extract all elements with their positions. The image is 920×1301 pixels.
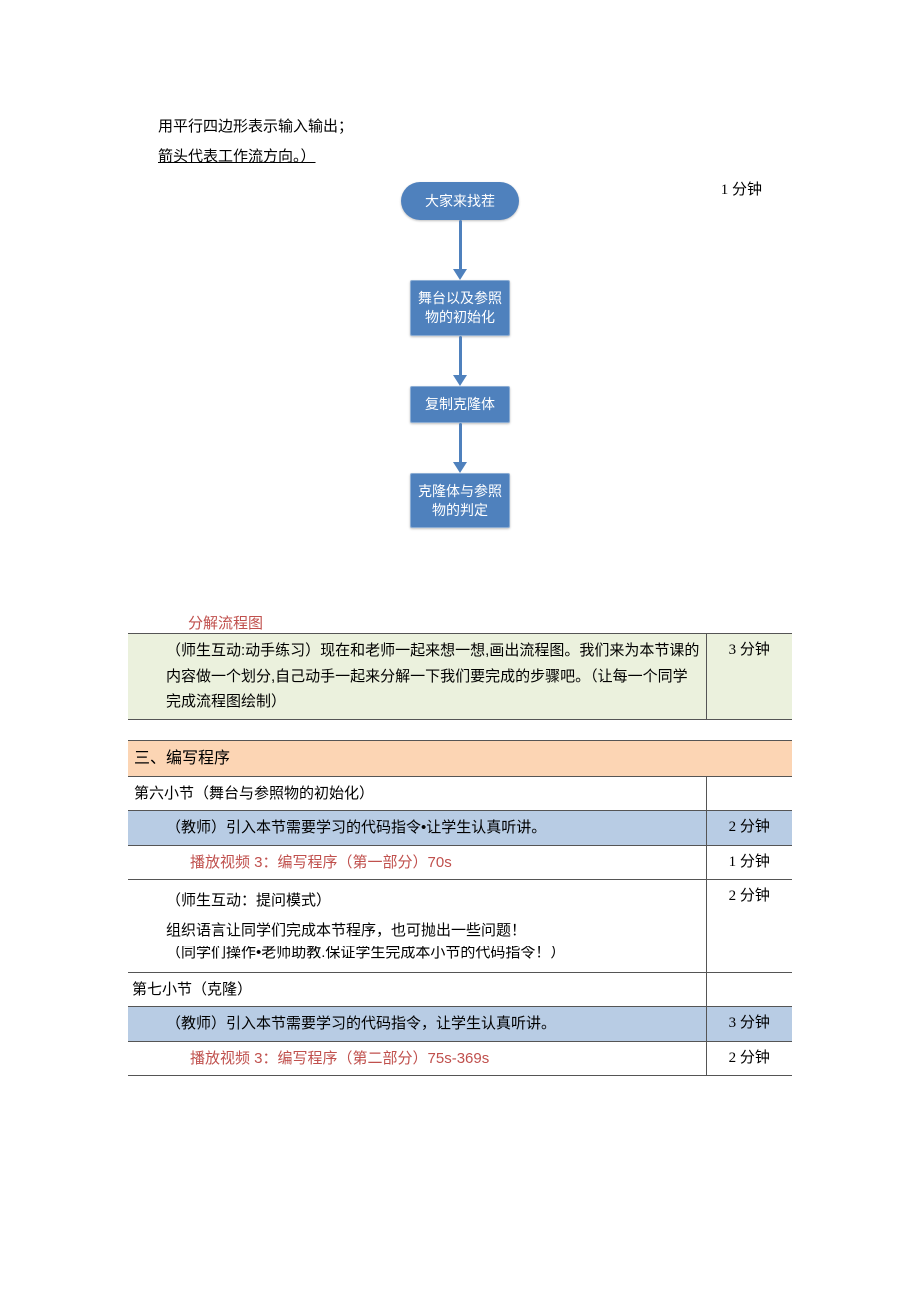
flow-node-1: 大家来找茬 [401, 182, 519, 220]
green-row-text: （师生互动:动手练习）现在和老师一起来想一想,画出流程图。我们来为本节课的内容做… [128, 634, 706, 720]
green-table: （师生互动:动手练习）现在和老师一起来想一想,画出流程图。我们来为本节课的内容做… [128, 633, 792, 720]
s3-row-2-left: （师生互动：提问模式） 组织语言让同学们完成本节程序，也可抛出一些问题！ [128, 880, 706, 947]
section3-title: 三、编写程序 [128, 740, 792, 776]
s3-row-2-line2: 组织语言让同学们完成本节程序，也可抛出一些问题！ [134, 916, 700, 946]
s3-row-1-right: 1 分钟 [706, 845, 792, 880]
s3-row-0-right: 2 分钟 [706, 811, 792, 846]
section3-table: 三、编写程序 第六小节（舞台与参照物的初始化） （教师）引入本节需要学习的代码指… [128, 740, 792, 1077]
intro-line-1: 用平行四边形表示输入输出； [158, 112, 792, 142]
s3b-row-0-left: （教师）引入本节需要学习的代码指令，让学生认真听讲。 [128, 1007, 706, 1042]
s3-row-3-left: （同学们操作•老师助教.保证学生完成本小节的代码指令！） [128, 946, 706, 972]
s3-row-3-right [706, 946, 792, 972]
s3-row-1-left: 播放视频 3：编写程序（第一部分）70s [128, 845, 706, 880]
flow-arrow-3 [458, 423, 462, 473]
flowchart-container: 1 分钟 大家来找茬 舞台以及参照物的初始化 复制克隆体 [128, 178, 792, 610]
flowchart-time: 1 分钟 [721, 178, 762, 199]
s3-row-2-right: 2 分钟 [706, 880, 792, 947]
sub6-time-empty [706, 776, 792, 811]
flow-node-3: 复制克隆体 [410, 386, 510, 423]
s3-row-0-left: （教师）引入本节需要学习的代码指令•让学生认真听讲。 [128, 811, 706, 846]
flow-arrow-2 [458, 336, 462, 386]
flow-node-2: 舞台以及参照物的初始化 [410, 280, 510, 336]
flow-node-4: 克隆体与参照物的判定 [410, 473, 510, 529]
sub6-title: 第六小节（舞台与参照物的初始化） [128, 776, 706, 811]
intro-line-2: 箭头代表工作流方向。） [158, 142, 792, 172]
s3-row-2-line1: （师生互动：提问模式） [134, 886, 700, 916]
s3b-row-1-right: 2 分钟 [706, 1041, 792, 1076]
s3b-row-1-left: 播放视频 3：编写程序（第二部分）75s-369s [128, 1041, 706, 1076]
sub7-title: 第七小节（克隆） [128, 972, 706, 1007]
s3-row-3-clip-text: （同学们操作•老师助教.保证学生完成本小节的代码指令！） [166, 946, 700, 966]
green-row-time: 3 分钟 [706, 634, 792, 720]
flow-arrow-1 [458, 220, 462, 280]
sub7-time-empty [706, 972, 792, 1007]
flowchart: 大家来找茬 舞台以及参照物的初始化 复制克隆体 克隆体与参照物的判定 [400, 182, 520, 528]
flowchart-caption: 分解流程图 [188, 612, 792, 633]
s3b-row-0-right: 3 分钟 [706, 1007, 792, 1042]
